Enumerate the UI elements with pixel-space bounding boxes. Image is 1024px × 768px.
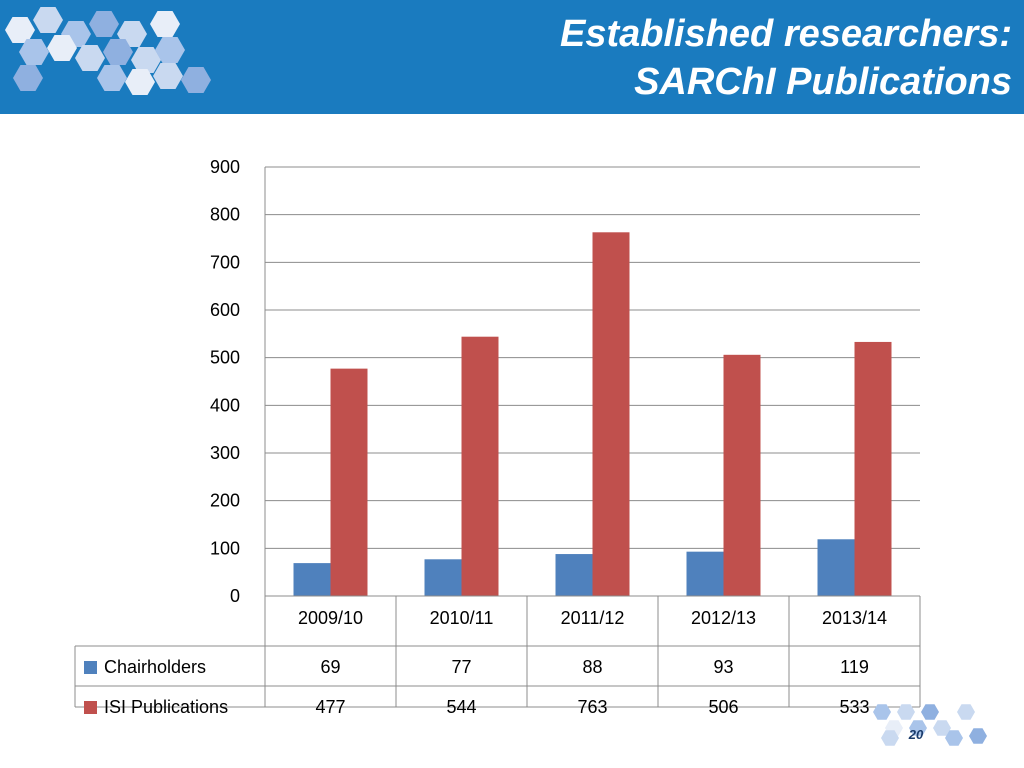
hexagon-shape	[909, 720, 927, 736]
y-tick-label: 400	[210, 395, 240, 415]
x-category-label: 2010/11	[430, 608, 494, 628]
data-label: 88	[582, 657, 602, 677]
hexagon-shape	[181, 67, 211, 93]
slide-title-line-2: SARChI Publications	[634, 61, 1012, 103]
data-label: 93	[713, 657, 733, 677]
x-category-label: 2009/10	[298, 608, 363, 628]
hexagon-shape	[881, 730, 899, 746]
data-label: 69	[320, 657, 340, 677]
hexagon-shape	[97, 65, 127, 91]
bar-isi-publications	[854, 341, 892, 596]
data-label: 119	[840, 657, 869, 677]
data-label: 533	[839, 697, 869, 714]
bar-chairholders	[424, 559, 462, 596]
slide-title-line-1: Established researchers:	[559, 13, 1012, 55]
x-category-label: 2012/13	[691, 608, 756, 628]
hexagon-shape	[19, 39, 49, 65]
hexagon-shape	[153, 63, 183, 89]
bar-chairholders	[555, 554, 593, 596]
hexagon-shape	[897, 704, 915, 720]
hexagon-shape	[47, 35, 77, 61]
data-label: 477	[315, 697, 345, 714]
y-tick-label: 800	[210, 205, 240, 225]
hexagon-shape	[933, 720, 951, 736]
bar-isi-publications	[592, 232, 630, 596]
slide-title: Established researchers: SARChI Publicat…	[312, 10, 1012, 106]
hexagon-shape	[155, 37, 185, 63]
hexagon-shape	[873, 704, 891, 720]
bar-isi-publications	[461, 336, 499, 596]
legend-label: Chairholders	[104, 657, 206, 677]
hexagon-shape	[89, 11, 119, 37]
legend-swatch	[84, 701, 97, 714]
y-tick-label: 600	[210, 300, 240, 320]
hexagon-shape	[5, 17, 35, 43]
hexagon-shape	[75, 45, 105, 71]
x-category-label: 2013/14	[822, 608, 887, 628]
y-tick-label: 900	[210, 157, 240, 177]
legend-swatch	[84, 661, 97, 674]
y-tick-label: 300	[210, 443, 240, 463]
hexagon-shape	[921, 704, 939, 720]
y-tick-label: 500	[210, 348, 240, 368]
hexagon-shape	[33, 7, 63, 33]
bar-chairholders	[686, 551, 724, 596]
hexagon-shape	[945, 730, 963, 746]
hexagon-pattern-logo	[5, 7, 211, 95]
footer-hexagon-decoration	[873, 704, 987, 746]
bar-chairholders	[817, 539, 855, 596]
slide-header: Established researchers: SARChI Publicat…	[0, 0, 1024, 114]
data-label: 77	[451, 657, 471, 677]
bar-chairholders	[293, 563, 331, 596]
hexagon-shape	[957, 704, 975, 720]
data-label: 763	[577, 697, 607, 714]
hexagon-shape	[150, 11, 180, 37]
data-label: 544	[446, 697, 476, 714]
page-number: 20	[908, 727, 924, 742]
y-tick-label: 700	[210, 252, 240, 272]
legend-label: ISI Publications	[104, 697, 228, 714]
hexagon-shape	[131, 47, 161, 73]
y-tick-label: 100	[210, 538, 240, 558]
bar-chart: 0 100 200 300 400 500 600 700 800 900 2009/10 2010/…	[74, 157, 921, 714]
hexagon-shape	[969, 728, 987, 744]
x-category-label: 2011/12	[561, 608, 625, 628]
hexagon-shape	[13, 65, 43, 91]
hexagon-shape	[125, 69, 155, 95]
hexagon-shape	[103, 39, 133, 65]
y-tick-label: 0	[230, 586, 240, 606]
y-tick-label: 200	[210, 491, 240, 511]
bar-isi-publications	[723, 354, 761, 596]
bar-isi-publications	[330, 368, 368, 596]
data-label: 506	[708, 697, 738, 714]
